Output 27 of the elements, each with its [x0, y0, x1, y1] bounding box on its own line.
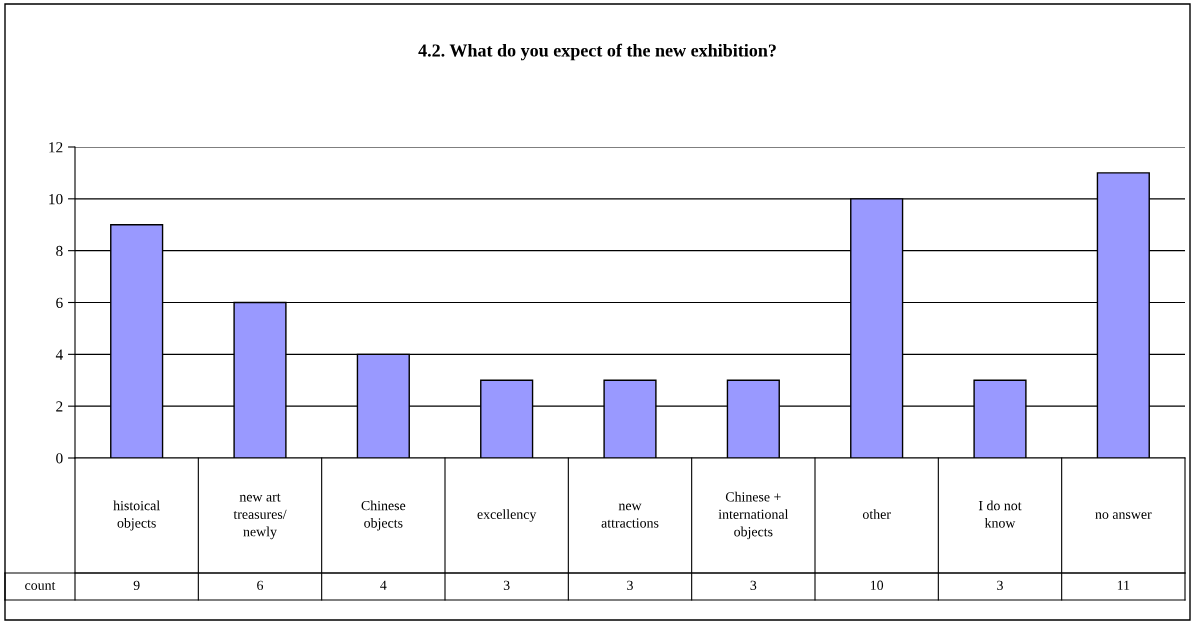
data-label: 3 — [750, 580, 757, 590]
y-tick-label: 12 — [49, 142, 63, 153]
legend-label: count — [25, 582, 56, 590]
y-tick-label: 10 — [49, 193, 63, 205]
data-label: 4 — [380, 580, 387, 590]
y-tick-label: 6 — [56, 297, 63, 308]
x-tick-label: histoical objects — [113, 500, 160, 531]
y-tick-label: 0 — [56, 453, 63, 464]
x-tick-label: no answer — [1095, 512, 1152, 519]
x-tick-label: Chinese + international objects — [718, 491, 789, 540]
x-tick-label: Chinese objects — [361, 500, 406, 531]
data-label: 9 — [133, 580, 140, 590]
data-label: 3 — [503, 580, 510, 590]
x-tick-label: I do not know — [978, 500, 1022, 528]
data-label: 11 — [1117, 580, 1130, 590]
x-tick-label: other — [862, 509, 891, 519]
y-tick-label: 2 — [56, 401, 63, 412]
x-tick-label: excellency — [477, 509, 537, 522]
y-tick-label: 8 — [56, 245, 63, 257]
x-tick-label: new art treasures/ newly — [233, 493, 287, 540]
data-label: 3 — [627, 580, 633, 590]
data-label: 6 — [257, 580, 264, 590]
x-tick-label: new attractions — [601, 503, 659, 528]
y-tick-label: 4 — [55, 349, 63, 360]
chart-title: 4.2. What do you expect of the new exhibition? — [418, 43, 776, 61]
data-label: 10 — [870, 580, 884, 590]
data-label: 3 — [997, 580, 1003, 590]
